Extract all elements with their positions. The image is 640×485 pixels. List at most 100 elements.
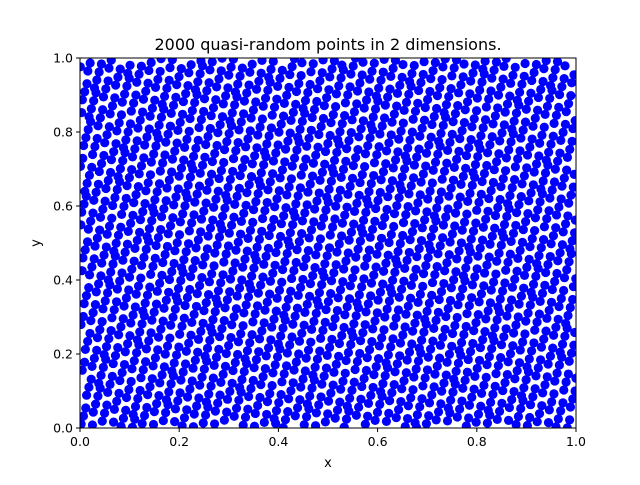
- scatter-point: [87, 361, 97, 372]
- scatter-point: [311, 408, 321, 418]
- scatter-point: [336, 172, 346, 183]
- scatter-point: [216, 165, 226, 176]
- scatter-point: [252, 301, 263, 311]
- scatter-point: [453, 358, 464, 368]
- scatter-point: [373, 195, 383, 206]
- scatter-point: [486, 86, 496, 96]
- scatter-point: [143, 178, 153, 188]
- scatter-point: [500, 377, 510, 388]
- scatter-point: [362, 253, 372, 263]
- scatter-point: [269, 102, 280, 112]
- scatter-point: [525, 300, 535, 310]
- scatter-point: [447, 71, 457, 81]
- scatter-point: [234, 395, 244, 405]
- y-tick-label: 0.4: [53, 273, 73, 288]
- scatter-point: [364, 245, 374, 255]
- scatter-point: [315, 175, 325, 185]
- scatter-point: [448, 117, 458, 127]
- scatter-point: [473, 251, 483, 261]
- scatter-point: [324, 85, 334, 95]
- scatter-point: [208, 103, 219, 113]
- scatter-point: [399, 376, 409, 386]
- scatter-point: [431, 415, 441, 425]
- scatter-point: [393, 404, 404, 415]
- scatter-point: [355, 236, 366, 246]
- scatter-point: [254, 334, 265, 344]
- scatter-point: [436, 187, 446, 197]
- scatter-point: [549, 118, 559, 129]
- scatter-point: [297, 116, 307, 126]
- scatter-point: [314, 188, 324, 198]
- scatter-point: [170, 146, 180, 156]
- scatter-point: [115, 276, 125, 286]
- scatter-point: [442, 158, 452, 168]
- scatter-point: [189, 409, 199, 419]
- scatter-point: [559, 285, 569, 296]
- scatter-point: [93, 391, 103, 401]
- scatter-point: [139, 252, 149, 262]
- scatter-point: [94, 67, 104, 77]
- scatter-point: [282, 348, 292, 358]
- scatter-point: [165, 221, 176, 231]
- scatter-point: [110, 251, 120, 261]
- scatter-point: [271, 247, 281, 258]
- scatter-point: [532, 317, 542, 327]
- scatter-point: [186, 330, 196, 340]
- scatter-point: [283, 294, 294, 304]
- scatter-point: [511, 108, 522, 118]
- scatter-point: [401, 368, 411, 378]
- scatter-point: [460, 105, 470, 115]
- scatter-point: [529, 167, 539, 177]
- scatter-point: [399, 164, 410, 174]
- scatter-point: [382, 204, 392, 215]
- scatter-point: [140, 298, 150, 308]
- scatter-point: [358, 116, 368, 126]
- scatter-point: [139, 410, 150, 421]
- scatter-point: [227, 320, 237, 330]
- scatter-point: [524, 254, 534, 264]
- scatter-point: [309, 316, 319, 326]
- scatter-point: [147, 374, 157, 384]
- scatter-point: [339, 264, 349, 274]
- scatter-point: [236, 216, 247, 226]
- scatter-point: [568, 182, 576, 192]
- scatter-point: [323, 396, 334, 406]
- scatter-point: [215, 120, 225, 130]
- scatter-point: [291, 357, 301, 367]
- scatter-point: [258, 101, 268, 111]
- scatter-point: [529, 338, 539, 348]
- scatter-point: [305, 279, 316, 289]
- scatter-point: [382, 146, 392, 156]
- scatter-point: [416, 177, 426, 187]
- scatter-point: [392, 201, 402, 211]
- scatter-point: [162, 241, 172, 252]
- scatter-point: [484, 252, 494, 262]
- scatter-point: [194, 122, 204, 133]
- scatter-point: [278, 422, 288, 428]
- scatter-point: [408, 326, 418, 336]
- scatter-point: [87, 262, 97, 272]
- scatter-point: [292, 403, 303, 413]
- scatter-point: [535, 197, 545, 207]
- scatter-point: [310, 362, 320, 372]
- scatter-point: [299, 320, 309, 330]
- scatter-point: [378, 379, 388, 389]
- scatter-point: [425, 244, 436, 255]
- scatter-point: [540, 168, 551, 178]
- scatter-point: [553, 156, 563, 166]
- scatter-point: [519, 383, 529, 393]
- scatter-point: [505, 191, 515, 201]
- scatter-point: [317, 279, 327, 290]
- scatter-point: [467, 122, 477, 132]
- scatter-point: [404, 247, 414, 258]
- scatter-point: [524, 354, 534, 364]
- scatter-point: [110, 93, 120, 103]
- scatter-point: [515, 87, 525, 97]
- scatter-point: [118, 255, 128, 265]
- scatter-point: [491, 269, 501, 279]
- scatter-point: [346, 227, 357, 237]
- scatter-point: [275, 173, 285, 183]
- scatter-point: [257, 58, 267, 66]
- scatter-point: [439, 166, 450, 176]
- scatter-point: [542, 372, 552, 382]
